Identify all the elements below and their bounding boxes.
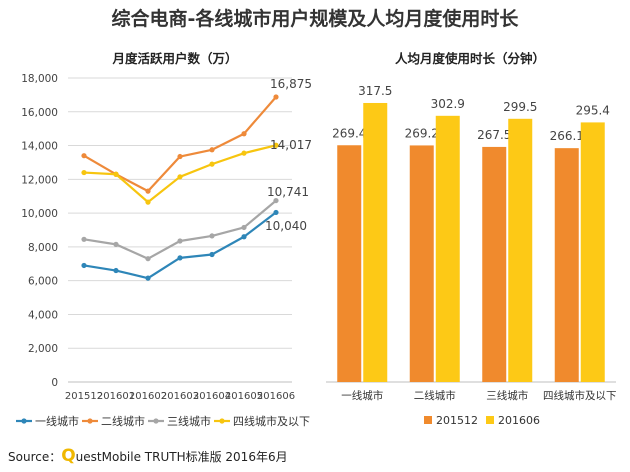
source-note: Source：QuestMobile TRUTH标准版 2016年6月	[8, 446, 288, 466]
data-point	[273, 94, 279, 100]
data-point	[209, 147, 215, 153]
x-tick-label: 201512	[65, 391, 103, 402]
category-label: 三线城市	[486, 389, 528, 402]
bar	[337, 145, 362, 382]
bar-chart: 269.4 317.5 一线城市 269.2 302.9 二线城市 267.5 299.5 三线…	[326, 84, 617, 427]
end-value-label: 16,875	[270, 77, 312, 91]
y-tick-label: 4,000	[28, 309, 58, 321]
bar-value-label: 302.9	[431, 97, 465, 111]
data-point	[273, 209, 279, 216]
y-tick-label: 18,000	[21, 73, 58, 85]
data-point	[145, 256, 151, 262]
bar	[554, 148, 579, 382]
category-label: 四线城市及以下	[543, 389, 617, 402]
data-point	[209, 251, 215, 258]
bar-value-label: 317.5	[358, 84, 392, 98]
y-tick-label: 8,000	[28, 242, 58, 254]
x-tick-label: 201603	[161, 391, 199, 402]
bar-value-label: 295.4	[576, 103, 610, 117]
data-point	[177, 153, 183, 160]
bar	[580, 122, 605, 382]
data-point	[81, 236, 87, 242]
x-tick-label: 201602	[129, 391, 167, 402]
data-point	[273, 142, 279, 148]
y-tick-label: 14,000	[21, 141, 58, 153]
data-point	[145, 199, 151, 205]
y-tick-label: 12,000	[21, 174, 58, 186]
data-point	[241, 131, 247, 137]
y-tick-label: 10,000	[21, 208, 58, 220]
x-tick-label: 201604	[193, 391, 231, 402]
bar	[363, 102, 388, 382]
bar	[409, 145, 434, 382]
x-tick-label: 201601	[97, 391, 135, 402]
legend-marker	[219, 418, 225, 424]
data-point	[113, 171, 119, 177]
bar	[508, 118, 533, 382]
data-point	[209, 161, 215, 167]
legend-label: 一线城市	[35, 414, 79, 428]
source-text: uestMobile TRUTH标准版 2016年6月	[75, 450, 288, 464]
legend-marker	[87, 418, 93, 424]
data-point	[113, 241, 119, 247]
category-label: 一线城市	[341, 389, 383, 402]
bar	[435, 115, 460, 382]
source-prefix: Source：	[8, 450, 62, 464]
series-line	[83, 211, 277, 280]
series-line	[83, 144, 277, 204]
y-tick-label: 2,000	[28, 343, 58, 355]
legend-label: 四线城市及以下	[233, 414, 310, 428]
data-point	[81, 153, 87, 159]
data-point	[273, 197, 279, 204]
data-point	[145, 275, 151, 281]
x-tick-label: 201605	[225, 391, 263, 402]
legend-label: 三线城市	[167, 414, 211, 428]
legend-swatch	[424, 416, 432, 424]
data-point	[113, 267, 119, 274]
data-point	[177, 255, 183, 261]
legend-swatch	[486, 416, 494, 424]
data-point	[145, 188, 151, 194]
line-chart-title: 月度活跃用户数（万）	[112, 51, 238, 66]
series-line	[83, 199, 277, 260]
y-tick-label: 0	[51, 377, 58, 389]
legend-label: 201606	[498, 414, 540, 427]
category-label: 二线城市	[414, 389, 456, 402]
legend-marker	[21, 418, 27, 424]
legend-label: 二线城市	[101, 414, 145, 428]
questmobile-q-logo: Q	[61, 446, 76, 466]
y-tick-label: 16,000	[21, 107, 58, 119]
data-point	[177, 238, 183, 244]
data-point	[177, 174, 183, 180]
data-point	[241, 224, 247, 231]
end-value-label: 14,017	[270, 138, 312, 152]
data-point	[241, 234, 247, 240]
main-title: 综合电商-各线城市用户规模及人均月度使用时长	[111, 8, 519, 30]
legend-label: 201512	[436, 414, 478, 427]
data-point	[81, 262, 87, 269]
bar-chart-title: 人均月度使用时长（分钟）	[394, 51, 545, 66]
data-point	[209, 233, 215, 239]
bar-value-label: 267.5	[477, 128, 511, 142]
bar-value-label: 269.4	[332, 126, 366, 140]
data-point	[81, 169, 87, 176]
bar	[482, 146, 507, 382]
legend-marker	[153, 418, 159, 424]
bar-value-label: 269.2	[405, 126, 439, 140]
bar-value-label: 266.1	[550, 129, 584, 143]
x-tick-label: 201606	[257, 391, 295, 402]
end-value-label: 10,741	[267, 185, 309, 199]
end-value-label: 10,040	[265, 219, 307, 233]
bar-value-label: 299.5	[503, 100, 537, 114]
data-point	[241, 150, 247, 156]
line-chart: 0 2,000 4,000 6,000 8,000 10,000 12,000 14,000 1…	[16, 73, 312, 428]
y-tick-label: 6,000	[28, 276, 58, 288]
